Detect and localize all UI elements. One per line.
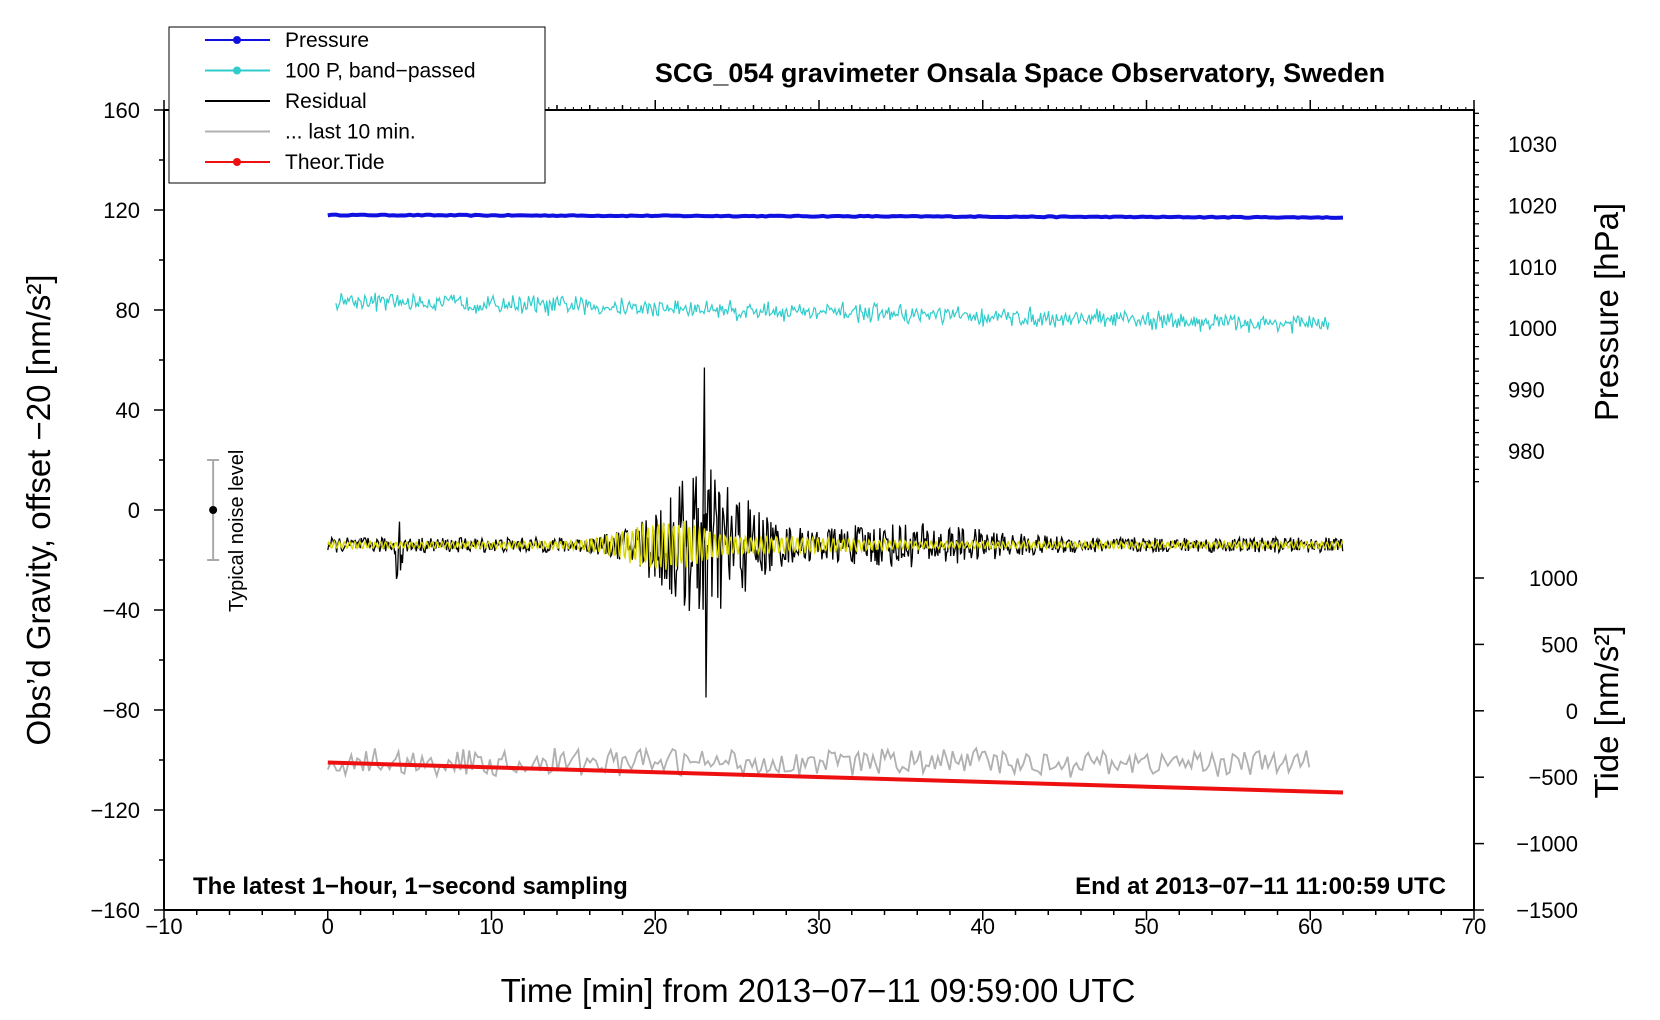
y-left-tick-label: 160 xyxy=(103,98,140,123)
series-last-10-min xyxy=(326,746,1311,780)
legend-label: Theor.Tide xyxy=(285,151,385,174)
tide-tick-label: 500 xyxy=(1541,632,1578,657)
x-tick-label: 50 xyxy=(1134,914,1158,939)
series-residual xyxy=(327,469,1344,612)
y-left-tick-label: 80 xyxy=(116,298,140,323)
y-left-tick-label: −160 xyxy=(90,898,140,923)
y-left-tick-label: −120 xyxy=(90,798,140,823)
noise-level-bar xyxy=(207,459,220,561)
tide-axis-label: Tide [nm/s²] xyxy=(1588,626,1625,799)
x-tick-label: 10 xyxy=(479,914,503,939)
noise-level-label: Typical noise level xyxy=(226,450,248,612)
series-pressure xyxy=(327,212,1344,220)
pressure-tick-label: 980 xyxy=(1508,439,1545,464)
x-tick-label: 70 xyxy=(1462,914,1486,939)
pressure-tick-label: 1020 xyxy=(1508,193,1557,218)
legend-label: Residual xyxy=(285,90,367,113)
x-tick-label: 20 xyxy=(643,914,667,939)
pressure-tick-label: 1000 xyxy=(1508,316,1557,341)
annotation-right: End at 2013−07−11 11:00:59 UTC xyxy=(1075,873,1446,900)
pressure-tick-label: 990 xyxy=(1508,378,1545,403)
tide-tick-label: −500 xyxy=(1528,765,1578,790)
y-left-tick-label: 0 xyxy=(128,498,140,523)
tide-tick-label: −1500 xyxy=(1516,898,1578,923)
x-axis-ticks: −10 0 10 20 30 40 50 60 70 xyxy=(145,100,1486,939)
x-tick-label: 60 xyxy=(1298,914,1322,939)
legend-box xyxy=(168,26,546,184)
y-left-tick-label: −40 xyxy=(103,598,140,623)
data-layer xyxy=(326,212,1344,795)
tide-tick-label: 0 xyxy=(1566,699,1578,724)
y-left-axis-label-text: Obs’d Gravity, offset −20 [nm/s²] xyxy=(20,274,57,745)
tide-axis-ticks: 1000 500 0 −500 −1000 −1500 xyxy=(1474,566,1578,923)
pressure-axis-label: Pressure [hPa] xyxy=(1588,203,1625,421)
pressure-tick-label: 1030 xyxy=(1508,132,1557,157)
tide-tick-label: −1000 xyxy=(1516,832,1578,857)
annotation-left: The latest 1−hour, 1−second sampling xyxy=(193,873,628,900)
x-tick-label: 0 xyxy=(322,914,334,939)
legend-items: Pressure 100 P, band−passed Residual ... la… xyxy=(205,29,476,174)
legend-label: ... last 10 min. xyxy=(285,121,416,144)
legend-marker xyxy=(233,158,241,166)
legend: Pressure 100 P, band−passed Residual ... la… xyxy=(168,26,546,184)
legend-marker xyxy=(233,36,241,44)
x-tick-label: −10 xyxy=(145,914,182,939)
series-theor-tide xyxy=(327,760,1344,795)
noise-bar-center xyxy=(209,506,218,514)
y-left-tick-label: −80 xyxy=(103,698,140,723)
pressure-axis-ticks: 1030 1020 1010 1000 990 980 xyxy=(1474,112,1557,483)
x-tick-label: 30 xyxy=(807,914,831,939)
x-axis-label: Time [min] from 2013−07−11 09:59:00 UTC xyxy=(501,972,1136,1009)
x-tick-label: 40 xyxy=(971,914,995,939)
series-residual-filtered xyxy=(327,521,1344,570)
chart-title: SCG_054 gravimeter Onsala Space Observat… xyxy=(655,58,1385,88)
y-left-tick-label: 120 xyxy=(103,198,140,223)
y-left-axis-label: Obs’d Gravity, offset −20 [nm/s²] xyxy=(20,274,57,745)
y-left-axis-ticks: 160 120 80 40 0 −40 −80 −120 −160 xyxy=(90,98,164,923)
y-left-tick-label: 40 xyxy=(116,398,140,423)
pressure-tick-label: 1010 xyxy=(1508,255,1557,280)
legend-label: Pressure xyxy=(285,29,369,52)
legend-label: 100 P, band−passed xyxy=(285,60,476,83)
tide-tick-label: 1000 xyxy=(1529,566,1578,591)
legend-marker xyxy=(233,66,241,75)
series-band-passed xyxy=(335,292,1330,334)
